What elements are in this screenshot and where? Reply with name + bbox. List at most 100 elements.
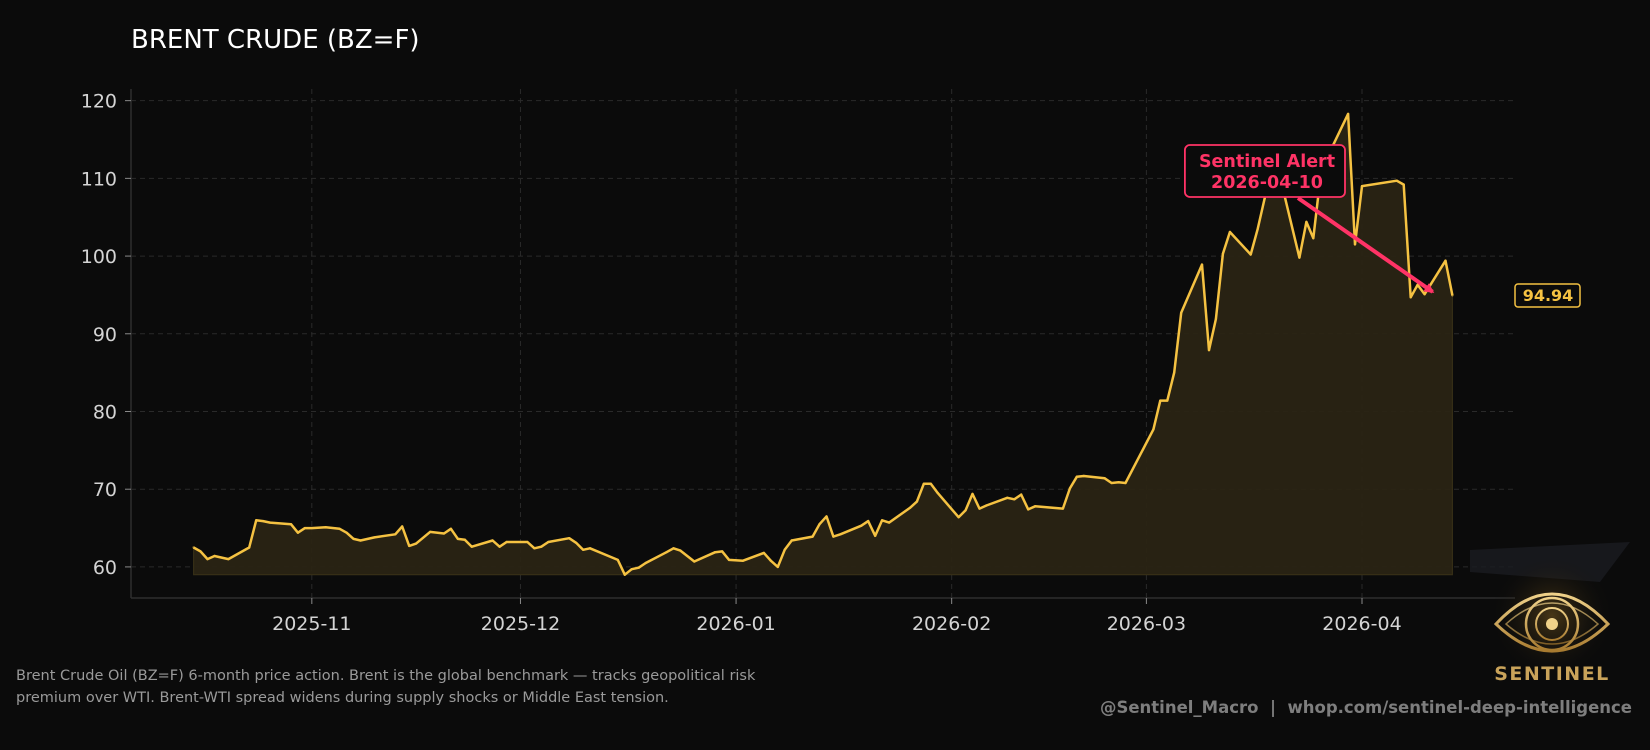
chart-title: BRENT CRUDE (BZ=F) <box>131 25 420 55</box>
price-point <box>839 533 842 536</box>
price-point <box>373 536 376 539</box>
x-tick-label: 2025-12 <box>481 613 560 635</box>
price-point <box>1395 179 1399 182</box>
price-point <box>359 539 362 542</box>
price-point <box>1402 183 1405 186</box>
price-point <box>1006 496 1009 499</box>
price-point <box>867 519 870 523</box>
price-point <box>672 547 675 550</box>
price-point <box>261 519 265 523</box>
price-point <box>1221 252 1225 255</box>
price-point <box>255 519 258 522</box>
price-point <box>616 558 619 562</box>
price-point <box>456 537 460 541</box>
price-point <box>1256 227 1259 231</box>
author-handle: @Sentinel_Macro | whop.com/sentinel-deep… <box>1099 698 1632 717</box>
price-point <box>1409 296 1412 299</box>
price-point <box>199 550 202 553</box>
price-point <box>1180 311 1183 314</box>
price-point <box>540 545 543 548</box>
price-point <box>1298 256 1301 259</box>
price-point <box>714 551 717 554</box>
price-point <box>449 527 453 530</box>
price-point <box>880 519 884 522</box>
axes <box>130 89 1515 599</box>
price-point <box>776 565 779 569</box>
price-point <box>345 531 348 534</box>
price-point <box>741 559 745 562</box>
price-point <box>1346 112 1350 116</box>
price-point <box>1263 197 1266 200</box>
price-point <box>547 540 550 544</box>
price-point <box>581 548 585 551</box>
price-point <box>1166 399 1169 402</box>
caption-line-2: premium over WTI. Brent-WTI spread widen… <box>16 690 669 706</box>
price-point <box>192 546 195 549</box>
price-point <box>929 482 932 485</box>
sentinel-alert-annotation: Sentinel Alert 2026-04-10 <box>1184 144 1435 294</box>
caption-line-1: Brent Crude Oil (BZ=F) 6-month price act… <box>16 668 756 684</box>
price-point <box>818 523 821 526</box>
price-point <box>248 546 251 549</box>
price-point <box>978 507 981 510</box>
price-point <box>1061 507 1065 510</box>
y-tick-label: 80 <box>93 401 117 423</box>
price-point <box>790 539 793 542</box>
last-value-tag: 94.94 <box>1514 283 1581 308</box>
price-point <box>414 542 418 545</box>
price-point <box>693 560 696 563</box>
price-point <box>1228 230 1232 234</box>
price-point <box>588 547 592 550</box>
price-point <box>1207 348 1211 352</box>
price-point <box>428 530 432 534</box>
price-point <box>887 521 891 524</box>
price-point <box>568 537 571 540</box>
price-point <box>352 537 355 541</box>
x-tick-label: 2026-04 <box>1322 613 1401 635</box>
price-point <box>1152 428 1155 431</box>
price-point <box>1082 474 1086 478</box>
price-point <box>1020 493 1023 496</box>
price-point <box>971 492 974 496</box>
price-point <box>442 532 446 535</box>
eye-icon <box>1493 582 1611 666</box>
price-point <box>1013 498 1016 501</box>
price-point <box>637 566 640 569</box>
price-point <box>874 534 877 537</box>
annotation-line2: 2026-04-10 <box>1211 173 1323 193</box>
price-point <box>1360 184 1364 188</box>
price-point <box>1068 487 1072 490</box>
annotation-box <box>1184 144 1346 198</box>
x-ticks: 2025-11 2025-12 2026-01 2026-02 2026-03 2026-… <box>272 598 1402 635</box>
price-point <box>289 523 293 526</box>
price-point <box>408 544 411 548</box>
price-point <box>860 524 863 527</box>
price-point <box>1033 505 1037 508</box>
price-point <box>1214 317 1218 321</box>
y-ticks: 60 70 80 90 100 110 120 <box>81 91 131 579</box>
price-point <box>1159 399 1162 402</box>
price-point <box>1110 481 1113 485</box>
price-point <box>1444 259 1447 262</box>
price-point <box>1200 263 1204 266</box>
x-tick-label: 2026-02 <box>912 613 991 635</box>
x-tick-label: 2026-03 <box>1107 613 1186 635</box>
price-point <box>574 541 578 544</box>
price-point <box>1173 371 1176 374</box>
price-point <box>957 516 960 519</box>
price-point <box>1423 293 1426 296</box>
price-point <box>1249 253 1252 256</box>
y-tick-label: 120 <box>81 91 117 113</box>
price-point <box>762 551 766 555</box>
price-point <box>783 548 786 551</box>
price-point <box>227 557 230 561</box>
price-point <box>1451 294 1454 297</box>
price-point <box>811 535 814 538</box>
price-point <box>630 568 633 571</box>
price-point <box>1305 220 1308 224</box>
price-point <box>679 549 682 552</box>
price-point <box>936 491 939 495</box>
y-tick-label: 60 <box>93 557 117 579</box>
price-point <box>832 535 835 538</box>
price-point <box>310 526 313 530</box>
